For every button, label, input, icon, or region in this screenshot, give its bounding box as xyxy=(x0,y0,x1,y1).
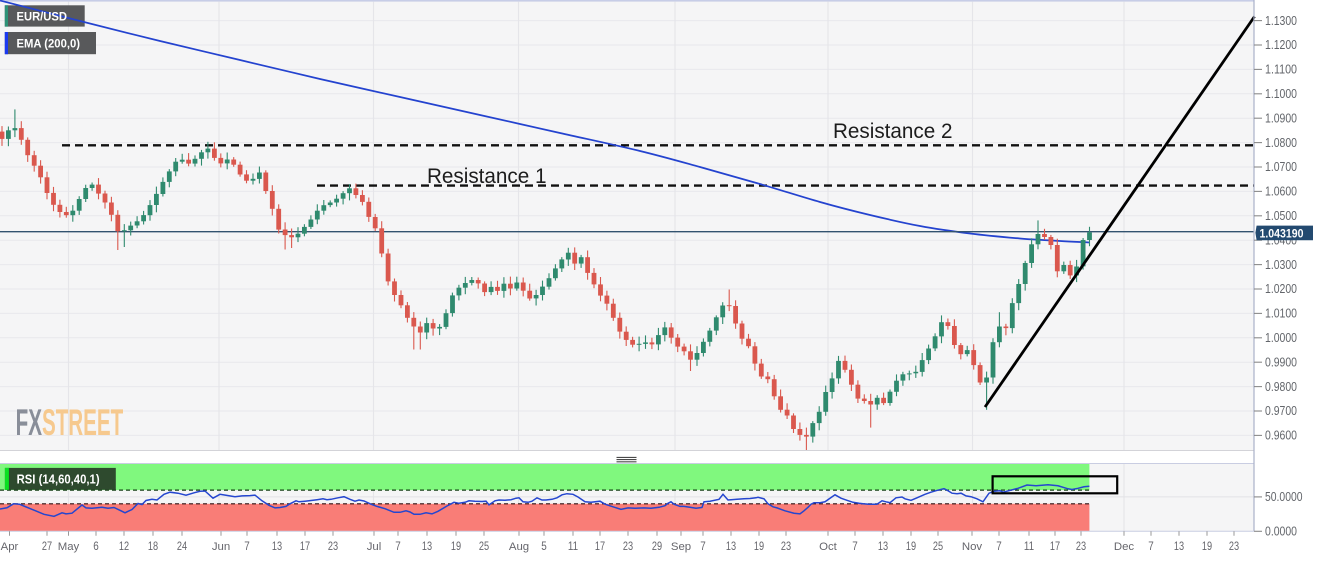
svg-text:FXSTREET: FXSTREET xyxy=(16,403,124,444)
svg-text:Aug: Aug xyxy=(509,541,529,553)
svg-text:1.0700: 1.0700 xyxy=(1265,160,1297,174)
svg-text:12: 12 xyxy=(119,540,129,553)
svg-text:7: 7 xyxy=(395,540,401,553)
svg-text:6: 6 xyxy=(93,540,99,553)
svg-text:27: 27 xyxy=(42,540,52,553)
svg-text:Resistance 1: Resistance 1 xyxy=(427,165,547,188)
svg-text:19: 19 xyxy=(754,540,764,553)
svg-text:17: 17 xyxy=(595,540,605,553)
svg-text:23: 23 xyxy=(781,540,791,553)
svg-text:25: 25 xyxy=(933,540,944,553)
svg-text:1.0300: 1.0300 xyxy=(1265,258,1297,272)
svg-text:1.0900: 1.0900 xyxy=(1265,111,1297,125)
svg-text:RSI (14,60,40,1): RSI (14,60,40,1) xyxy=(17,472,100,486)
svg-text:13: 13 xyxy=(726,540,736,553)
svg-text:23: 23 xyxy=(1076,540,1086,553)
svg-text:0.9800: 0.9800 xyxy=(1265,380,1297,394)
svg-text:Resistance 2: Resistance 2 xyxy=(833,120,953,143)
svg-text:EMA (200,0): EMA (200,0) xyxy=(17,37,81,51)
svg-text:29: 29 xyxy=(652,540,662,553)
svg-text:7: 7 xyxy=(700,540,706,553)
svg-text:1.1300: 1.1300 xyxy=(1265,14,1297,28)
svg-text:18: 18 xyxy=(148,540,158,553)
svg-text:24: 24 xyxy=(177,540,188,553)
svg-text:0.9900: 0.9900 xyxy=(1265,355,1297,369)
svg-text:1.0500: 1.0500 xyxy=(1265,209,1297,223)
svg-text:7: 7 xyxy=(996,540,1002,553)
svg-text:0.9600: 0.9600 xyxy=(1265,429,1297,443)
svg-text:19: 19 xyxy=(451,540,461,553)
svg-text:13: 13 xyxy=(1174,540,1184,553)
svg-text:EUR/USD: EUR/USD xyxy=(17,9,68,23)
svg-text:1.0100: 1.0100 xyxy=(1265,307,1297,321)
svg-text:13: 13 xyxy=(422,540,432,553)
svg-text:13: 13 xyxy=(272,540,282,553)
svg-text:23: 23 xyxy=(1229,540,1239,553)
svg-text:1.043190: 1.043190 xyxy=(1260,226,1304,240)
svg-text:Jun: Jun xyxy=(212,541,230,553)
svg-text:0.0000: 0.0000 xyxy=(1265,525,1297,539)
svg-text:Dec: Dec xyxy=(1114,541,1135,553)
svg-text:Jul: Jul xyxy=(367,541,382,553)
svg-text:1.1200: 1.1200 xyxy=(1265,38,1297,52)
svg-text:23: 23 xyxy=(328,540,338,553)
svg-text:Nov: Nov xyxy=(962,541,983,553)
svg-text:0.9700: 0.9700 xyxy=(1265,404,1297,418)
svg-text:1.0600: 1.0600 xyxy=(1265,185,1297,199)
svg-text:25: 25 xyxy=(479,540,490,553)
svg-text:13: 13 xyxy=(878,540,888,553)
svg-text:Apr: Apr xyxy=(1,541,19,553)
svg-text:11: 11 xyxy=(568,540,578,553)
svg-text:17: 17 xyxy=(300,540,310,553)
svg-text:Oct: Oct xyxy=(819,541,838,553)
svg-text:50.0000: 50.0000 xyxy=(1265,490,1303,504)
svg-text:7: 7 xyxy=(1148,540,1154,553)
svg-text:7: 7 xyxy=(244,540,250,553)
svg-text:May: May xyxy=(58,541,80,553)
svg-text:5: 5 xyxy=(541,540,547,553)
svg-text:17: 17 xyxy=(1050,540,1060,553)
svg-text:23: 23 xyxy=(623,540,633,553)
svg-text:19: 19 xyxy=(1202,540,1212,553)
svg-text:1.0000: 1.0000 xyxy=(1265,331,1297,345)
svg-text:19: 19 xyxy=(906,540,916,553)
svg-text:11: 11 xyxy=(1024,540,1034,553)
svg-text:7: 7 xyxy=(852,540,858,553)
svg-text:1.1100: 1.1100 xyxy=(1265,63,1297,77)
svg-text:1.0200: 1.0200 xyxy=(1265,282,1297,296)
svg-text:Sep: Sep xyxy=(671,541,691,553)
svg-text:1.1000: 1.1000 xyxy=(1265,87,1297,101)
svg-text:1.0800: 1.0800 xyxy=(1265,136,1297,150)
